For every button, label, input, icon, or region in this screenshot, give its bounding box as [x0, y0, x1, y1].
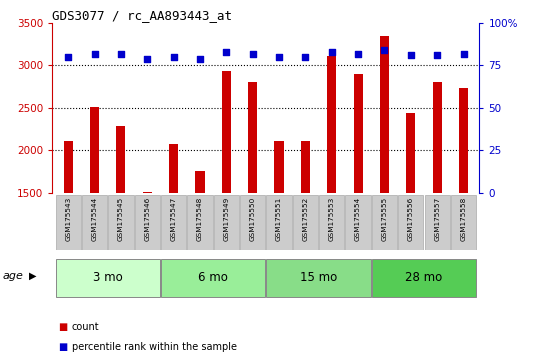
Text: GSM175556: GSM175556: [408, 196, 414, 241]
Text: GSM175544: GSM175544: [91, 196, 98, 241]
Text: GSM175553: GSM175553: [329, 196, 335, 241]
Point: [407, 52, 415, 58]
Point: [380, 47, 389, 53]
Bar: [319, 195, 344, 250]
Text: ■: ■: [58, 322, 67, 332]
Text: GSM175557: GSM175557: [434, 196, 440, 241]
Bar: [187, 195, 213, 250]
Point: [249, 51, 257, 56]
Bar: [293, 195, 318, 250]
Bar: [134, 195, 160, 250]
Bar: [90, 107, 99, 193]
Bar: [196, 171, 204, 193]
Bar: [372, 259, 476, 297]
Point: [301, 54, 310, 60]
Point: [116, 51, 125, 56]
Bar: [161, 195, 186, 250]
Point: [196, 56, 204, 62]
Bar: [56, 259, 160, 297]
Text: 15 mo: 15 mo: [300, 270, 337, 284]
Bar: [82, 195, 107, 250]
Bar: [433, 82, 442, 193]
Text: GSM175551: GSM175551: [276, 196, 282, 241]
Point: [327, 49, 336, 55]
Text: 3 mo: 3 mo: [93, 270, 122, 284]
Point: [274, 54, 283, 60]
Bar: [63, 141, 73, 193]
Bar: [169, 144, 178, 193]
Text: GDS3077 / rc_AA893443_at: GDS3077 / rc_AA893443_at: [52, 9, 233, 22]
Text: GSM175549: GSM175549: [223, 196, 229, 241]
Point: [459, 51, 468, 56]
Bar: [222, 70, 231, 193]
Text: GSM175545: GSM175545: [118, 196, 124, 241]
Bar: [372, 195, 397, 250]
Bar: [274, 141, 284, 193]
Point: [64, 54, 73, 60]
Bar: [214, 195, 239, 250]
Bar: [161, 259, 266, 297]
Bar: [459, 87, 468, 193]
Text: ▶: ▶: [29, 271, 37, 281]
Point: [433, 52, 441, 58]
Text: GSM175550: GSM175550: [250, 196, 256, 241]
Bar: [398, 195, 424, 250]
Text: age: age: [3, 271, 24, 281]
Text: GSM175546: GSM175546: [144, 196, 150, 241]
Text: GSM175552: GSM175552: [302, 196, 309, 241]
Bar: [266, 195, 291, 250]
Bar: [248, 82, 257, 193]
Bar: [451, 195, 476, 250]
Text: GSM175543: GSM175543: [65, 196, 71, 241]
Bar: [424, 195, 450, 250]
Bar: [56, 195, 81, 250]
Bar: [108, 195, 133, 250]
Bar: [240, 195, 266, 250]
Text: count: count: [72, 322, 99, 332]
Point: [169, 54, 178, 60]
Bar: [380, 36, 389, 193]
Text: GSM175548: GSM175548: [197, 196, 203, 241]
Text: 6 mo: 6 mo: [198, 270, 228, 284]
Point: [354, 51, 363, 56]
Text: 28 mo: 28 mo: [406, 270, 442, 284]
Bar: [354, 74, 363, 193]
Text: GSM175554: GSM175554: [355, 196, 361, 241]
Bar: [406, 113, 415, 193]
Point: [222, 49, 231, 55]
Text: GSM175555: GSM175555: [381, 196, 387, 241]
Point: [90, 51, 99, 56]
Text: GSM175547: GSM175547: [171, 196, 177, 241]
Bar: [266, 259, 371, 297]
Bar: [143, 192, 152, 193]
Point: [143, 56, 152, 62]
Text: percentile rank within the sample: percentile rank within the sample: [72, 342, 236, 352]
Text: GSM175558: GSM175558: [461, 196, 467, 241]
Bar: [327, 56, 336, 193]
Bar: [116, 126, 126, 193]
Bar: [301, 141, 310, 193]
Bar: [345, 195, 371, 250]
Text: ■: ■: [58, 342, 67, 352]
